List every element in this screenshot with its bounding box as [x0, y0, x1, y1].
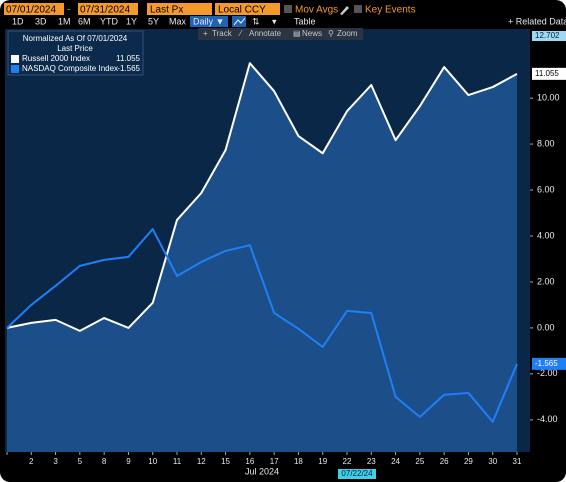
last-value-tag: [532, 67, 566, 80]
tool-icon[interactable]: ⚲: [328, 29, 334, 38]
start-date[interactable]: 07/01/2024: [6, 5, 56, 16]
period-button[interactable]: YTD: [100, 16, 119, 26]
y-tick-label: 8.00: [537, 138, 555, 148]
key-events[interactable]: Key Events: [365, 5, 416, 16]
x-tick-label: 8: [102, 457, 107, 466]
line: [6, 62, 518, 332]
x-tick-label: 16: [245, 457, 254, 466]
x-tick-label: 30: [488, 457, 497, 466]
legend-box: [7, 30, 144, 76]
x-tick-label: 17: [270, 457, 279, 466]
pencil-icon[interactable]: [340, 6, 349, 15]
dropdown-icon[interactable]: ▾: [272, 16, 277, 26]
period-button[interactable]: 3D: [35, 16, 47, 26]
period-button[interactable]: Max: [169, 16, 187, 26]
tool-button[interactable]: Track: [212, 29, 233, 38]
axis-top-label: 12.702: [535, 31, 560, 40]
legend-value: -1.565: [117, 64, 140, 73]
currency-selector[interactable]: [215, 3, 280, 15]
period-button[interactable]: 1M: [58, 16, 71, 26]
crosshair-date: 07/22/24: [341, 469, 373, 478]
tool-icon[interactable]: +: [203, 29, 208, 38]
legend-label: Russell 2000 Index: [22, 54, 90, 63]
y-tick-label: -4.00: [537, 414, 558, 424]
checkbox[interactable]: [354, 5, 362, 13]
period-button[interactable]: 1Y: [126, 16, 137, 26]
x-tick-label: 24: [391, 457, 400, 466]
x-tick-label: 12: [197, 457, 206, 466]
x-tick-label: 22: [343, 457, 352, 466]
frequency-button[interactable]: [190, 16, 228, 27]
line: [6, 228, 518, 423]
x-tick-label: 2: [29, 457, 34, 466]
plot-layer: [6, 62, 518, 453]
x-tick-label: 26: [440, 457, 449, 466]
mov-avgs[interactable]: Mov Avgs: [295, 5, 338, 16]
currency[interactable]: Local CCY: [218, 5, 266, 16]
x-tick-label: 10: [148, 457, 157, 466]
tool-icon[interactable]: ▤: [293, 29, 301, 38]
crosshair-box: [338, 469, 376, 479]
x-tick-label: 18: [294, 457, 303, 466]
axis-top-box: [532, 31, 566, 41]
x-tick-label: 31: [513, 457, 522, 466]
line-icon-glyph: [233, 17, 246, 26]
x-tick-label: 25: [415, 457, 424, 466]
x-tick-label: 19: [318, 457, 327, 466]
area: [7, 63, 517, 453]
legend-swatch: [11, 55, 19, 63]
end-date[interactable]: 07/31/2024: [80, 5, 130, 16]
y-tick-label: 4.00: [537, 230, 555, 240]
y-tick-label: 6.00: [537, 184, 555, 194]
chart-tools: [198, 28, 363, 40]
x-tick-label: 23: [367, 457, 376, 466]
legend-title: Normalized As Of 07/01/2024: [23, 34, 128, 43]
legend-swatch: [11, 65, 19, 73]
date-separator: -: [67, 5, 70, 16]
tool-button[interactable]: Annotate: [249, 29, 282, 38]
settings-icon[interactable]: ⇅: [252, 16, 260, 26]
related-data[interactable]: + Related Data: [508, 16, 566, 26]
field-selector[interactable]: [147, 3, 212, 15]
x-tick-label: 5: [78, 457, 83, 466]
date-field[interactable]: [4, 3, 64, 15]
tool-button[interactable]: News: [302, 29, 322, 38]
price-field[interactable]: Last Px: [150, 5, 183, 16]
table-button[interactable]: Table: [294, 16, 316, 26]
tool-buttons: + Track ⁄ Annotate ▤ News ⚲ Zoom: [203, 29, 358, 38]
legend-label: NASDAQ Composite Index: [22, 64, 118, 73]
tool-button[interactable]: Zoom: [337, 29, 358, 38]
legend-subtitle: Last Price: [57, 44, 93, 53]
x-tick-label: 9: [126, 457, 131, 466]
last-value-tag: [532, 357, 566, 370]
y-tick-label: -2.00: [537, 368, 558, 378]
checkbox[interactable]: [284, 5, 292, 13]
last-value-label: -1.565: [535, 359, 558, 368]
x-tick-label: 29: [464, 457, 473, 466]
legend-value: 11.055: [116, 54, 140, 63]
y-tick-label: 0.00: [537, 322, 555, 332]
last-value-label: 11.055: [535, 69, 559, 78]
x-tick-label: 11: [173, 457, 182, 466]
period-buttons: 1D 3D 1M 6M YTD 1Y 5Y Max: [12, 16, 187, 26]
frequency[interactable]: Daily ▼: [193, 16, 224, 26]
date-field[interactable]: [78, 3, 138, 15]
y-tick-label: 2.00: [537, 276, 555, 286]
x-axis-label: Jul 2024: [245, 466, 279, 476]
tool-icon[interactable]: ⁄: [238, 29, 243, 38]
period-button[interactable]: 5Y: [148, 16, 159, 26]
x-tick-label: 15: [221, 457, 230, 466]
x-tick-label: 3: [53, 457, 58, 466]
y-tick-label: 10.00: [537, 92, 560, 102]
period-button[interactable]: 1D: [12, 16, 24, 26]
period-button[interactable]: 6M: [78, 16, 91, 26]
